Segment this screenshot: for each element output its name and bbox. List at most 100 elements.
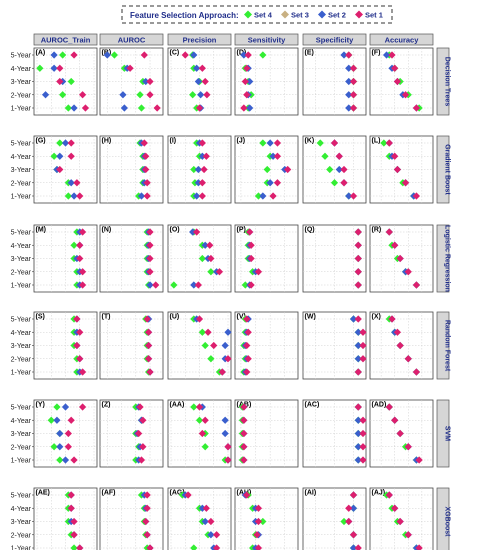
data-point (153, 104, 161, 112)
data-point (73, 179, 81, 187)
panel-label: (O) (170, 227, 180, 234)
data-point (213, 531, 221, 539)
panel-label: (C) (170, 50, 180, 57)
data-point (170, 281, 178, 289)
row-label: 5-Year (11, 230, 32, 237)
data-point (201, 443, 209, 451)
data-point (254, 268, 263, 276)
data-point (64, 429, 72, 438)
data-point (349, 504, 358, 512)
data-point (70, 192, 78, 200)
data-point (396, 254, 404, 263)
data-point (143, 504, 151, 512)
data-point (404, 531, 412, 539)
data-point (412, 368, 421, 376)
row-label: 5-Year (11, 493, 32, 500)
legend-swatch (355, 10, 363, 19)
row-label: 1-Year (11, 370, 32, 377)
panel: (X) (369, 311, 434, 380)
data-point (340, 179, 348, 187)
panel: (A) (33, 47, 98, 116)
data-point (244, 328, 252, 336)
panel-label: (U) (170, 314, 180, 321)
panel-label: (X) (372, 314, 381, 321)
row-label: 5-Year (11, 317, 32, 324)
row-label: 4-Year (11, 330, 32, 337)
panel: (AF) (99, 487, 164, 550)
data-point (67, 416, 75, 424)
row-strip (436, 399, 450, 468)
data-point (359, 443, 367, 451)
data-point (349, 64, 358, 72)
row-label: 2-Year (11, 444, 32, 451)
data-point (345, 64, 353, 72)
data-point (70, 531, 78, 539)
data-point (198, 179, 206, 187)
panel-label: (AC) (305, 402, 320, 409)
row-strip-title: Gradient Boost (444, 144, 451, 195)
data-point (146, 77, 154, 86)
panel-label: (T) (102, 314, 111, 321)
data-point (67, 139, 75, 147)
data-point (345, 91, 353, 99)
data-point (194, 77, 202, 86)
data-point (76, 328, 84, 336)
data-point (316, 139, 324, 147)
column-strip (33, 33, 98, 46)
data-point (70, 51, 78, 59)
row-strip (436, 47, 450, 116)
panel-label: (V) (237, 314, 246, 321)
data-point (145, 355, 153, 363)
panel-label: (P) (237, 227, 246, 234)
data-point (190, 281, 198, 289)
panel-frame (369, 487, 434, 550)
data-point (50, 64, 58, 72)
data-point (253, 531, 261, 539)
data-point (207, 355, 215, 363)
data-point (241, 77, 249, 86)
panel: (P) (234, 224, 299, 293)
data-point (103, 51, 111, 59)
panel-label: (K) (305, 138, 315, 145)
data-point (73, 341, 81, 350)
data-point (391, 152, 399, 160)
data-point (140, 51, 148, 59)
data-point (404, 268, 412, 276)
data-point (146, 544, 154, 550)
row-label: 4-Year (11, 506, 32, 513)
data-point (254, 544, 263, 550)
data-point (184, 491, 192, 499)
data-point (59, 91, 67, 99)
data-point (340, 51, 348, 59)
data-point (354, 416, 362, 424)
data-point (79, 368, 87, 376)
data-point (388, 315, 396, 323)
data-point (349, 315, 358, 323)
panel: (AI) (302, 487, 367, 550)
panel: (G) (33, 135, 98, 204)
data-point (244, 51, 252, 59)
data-point (345, 51, 353, 59)
data-point (190, 544, 198, 550)
panel: (S) (33, 311, 98, 380)
data-point (396, 517, 404, 526)
column-strip-title: Specificity (316, 36, 354, 45)
panel: (N) (99, 224, 164, 293)
data-point (194, 281, 202, 289)
data-point (349, 104, 358, 112)
data-point (404, 355, 412, 363)
data-point (273, 152, 282, 160)
data-point (259, 51, 267, 59)
data-point (189, 91, 197, 99)
panel-label: (AI) (305, 490, 317, 497)
data-point (126, 64, 134, 72)
row-label: 1-Year (11, 194, 32, 201)
data-point (415, 456, 423, 464)
data-point (380, 139, 388, 147)
panel: (K) (302, 135, 367, 204)
data-point (197, 91, 205, 99)
data-point (259, 139, 267, 147)
data-point (50, 51, 58, 59)
panel-label: (N) (102, 227, 112, 234)
